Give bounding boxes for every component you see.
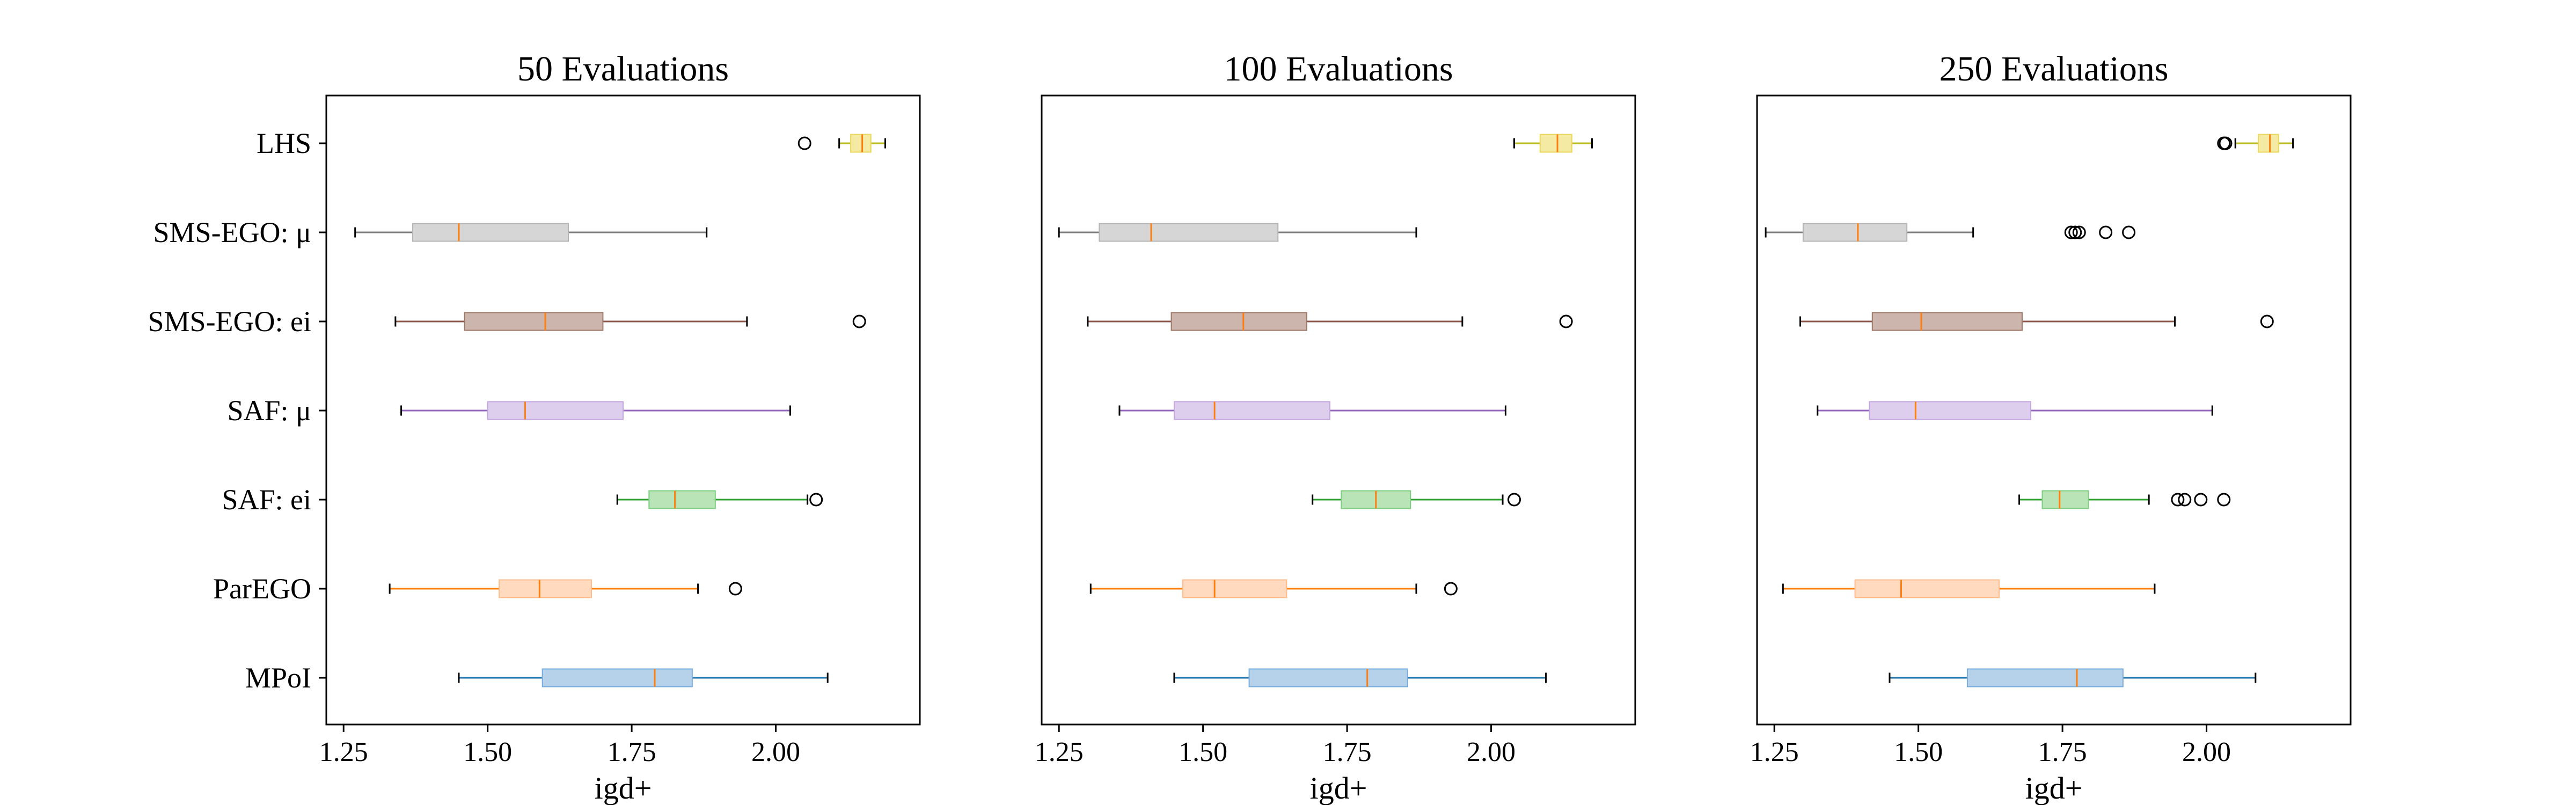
boxplot-sms-ego-mu	[1765, 223, 2136, 242]
box-iqr	[1871, 312, 2023, 331]
category-label-mpoi: MPoI	[245, 662, 311, 694]
outlier-point	[2099, 225, 2113, 239]
box-iqr	[1182, 579, 1287, 598]
x-axis-label: igd+	[2025, 771, 2083, 805]
x-axis-label: igd+	[595, 771, 652, 805]
outlier-point	[2122, 225, 2136, 239]
box-iqr	[2258, 134, 2279, 153]
box-iqr	[541, 668, 693, 687]
x-tick-label: 1.25	[1035, 737, 1084, 767]
boxplot-sms-ego-ei	[1087, 312, 1573, 331]
boxplot-saf-mu	[400, 401, 791, 420]
boxplot-saf-ei	[1312, 490, 1521, 509]
outlier-point	[2194, 493, 2208, 507]
panel-100-evaluations: 100 Evaluations igd+ 1.25 1.50 1.75 2.00	[1035, 49, 1636, 805]
box-iqr	[1099, 223, 1279, 242]
boxplot-lhs	[2217, 134, 2294, 153]
category-label-sms-ego-ei: SMS-EGO: ei	[148, 305, 311, 338]
outlier-point	[728, 582, 742, 596]
outlier-point	[1444, 582, 1458, 596]
outlier-point	[2064, 225, 2078, 239]
outlier-point	[2260, 314, 2274, 328]
panel-50-evaluations: 50 Evaluations igd+ 1.25 1.50 1.75 2.00 LHS S…	[148, 49, 921, 805]
boxplot-mpoi	[458, 668, 829, 687]
plot-marks: 1.25 1.50 1.75 2.00 LHS SMS-EGO: μ SMS-EGO: ei…	[148, 127, 887, 767]
box-iqr	[648, 490, 716, 509]
boxplot-saf-mu	[1118, 401, 1506, 420]
plot-frame	[1756, 94, 2352, 726]
x-tick-label: 1.25	[1750, 737, 1799, 767]
boxplot-lhs	[797, 134, 887, 153]
boxplot-lhs	[1513, 134, 1593, 153]
box-iqr	[1966, 668, 2124, 687]
boxplot-sms-ego-mu	[1058, 223, 1417, 242]
boxplot-mpoi	[1173, 668, 1547, 687]
category-label-sms-ego-mu: SMS-EGO: μ	[153, 216, 312, 248]
x-tick-label: 1.75	[2038, 737, 2087, 767]
panel-title: 50 Evaluations	[517, 49, 729, 89]
outlier-point	[2178, 493, 2192, 507]
box-iqr	[1539, 134, 1572, 153]
outlier-point	[1559, 314, 1573, 328]
boxplot-sms-ego-mu	[354, 223, 708, 242]
panel-title: 250 Evaluations	[1939, 49, 2168, 89]
x-tick-label: 2.00	[2182, 737, 2231, 767]
x-tick-label: 2.00	[751, 737, 800, 767]
outlier-point	[852, 314, 866, 328]
boxplot-saf-ei	[2018, 490, 2231, 509]
boxplot-sms-ego-ei	[394, 312, 866, 331]
boxplot-mpoi	[1889, 668, 2257, 687]
x-tick-label: 1.50	[1894, 737, 1943, 767]
boxplot-saf-ei	[616, 490, 823, 509]
box-iqr	[1802, 223, 1908, 242]
category-label-lhs: LHS	[257, 127, 311, 159]
box-iqr	[1854, 579, 2000, 598]
box-iqr	[1869, 401, 2032, 420]
x-tick-label: 1.25	[319, 737, 368, 767]
box-iqr	[1248, 668, 1408, 687]
category-label-saf-ei: SAF: ei	[222, 484, 311, 516]
boxplot-parego	[1782, 579, 2156, 598]
outlier-point	[2219, 136, 2233, 150]
panel-250-evaluations: 250 Evaluations igd+ 1.25 1.50 1.75 2.00	[1750, 49, 2352, 805]
category-label-parego: ParEGO	[213, 573, 311, 605]
outlier-point	[1507, 493, 1521, 507]
box-iqr	[850, 134, 872, 153]
boxplot-sms-ego-ei	[1799, 312, 2274, 331]
category-label-saf-mu: SAF: μ	[227, 394, 311, 427]
box-iqr	[1170, 312, 1307, 331]
outlier-point	[2072, 225, 2086, 239]
boxplot-parego	[1089, 579, 1458, 598]
plot-marks: 1.25 1.50 1.75 2.00	[1750, 134, 2294, 767]
x-tick-label: 1.50	[1179, 737, 1227, 767]
outlier-point	[2068, 225, 2082, 239]
box-iqr	[412, 223, 569, 242]
box-iqr	[487, 401, 624, 420]
outlier-point	[2217, 493, 2231, 507]
boxplot-parego	[389, 579, 742, 598]
box-iqr	[464, 312, 604, 331]
plot-frame	[325, 94, 921, 726]
outlier-point	[809, 493, 823, 507]
box-iqr	[499, 579, 592, 598]
box-iqr	[1173, 401, 1330, 420]
boxplot-saf-mu	[1817, 401, 2213, 420]
box-iqr	[2041, 490, 2089, 509]
x-tick-label: 1.50	[463, 737, 512, 767]
plot-frame	[1041, 94, 1636, 726]
x-tick-label: 1.75	[1323, 737, 1372, 767]
plot-marks: 1.25 1.50 1.75 2.00	[1035, 134, 1593, 767]
x-axis-label: igd+	[1310, 771, 1367, 805]
x-tick-label: 2.00	[1467, 737, 1516, 767]
outlier-point	[797, 136, 811, 150]
panel-title: 100 Evaluations	[1224, 49, 1453, 89]
outlier-point	[2171, 493, 2185, 507]
x-tick-label: 1.75	[608, 737, 656, 767]
